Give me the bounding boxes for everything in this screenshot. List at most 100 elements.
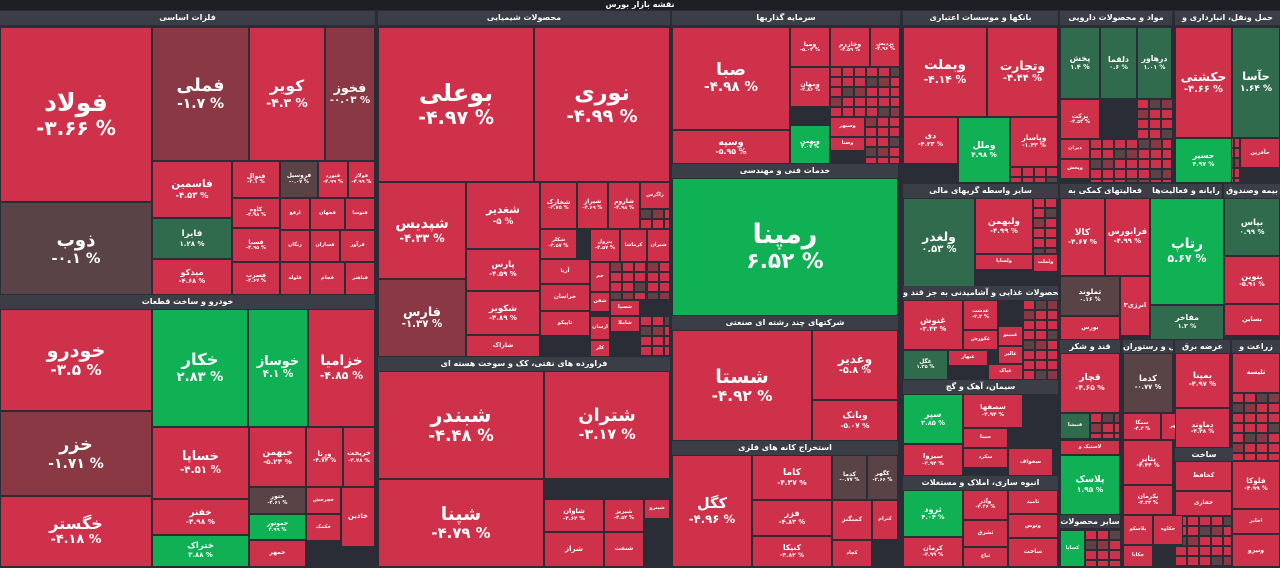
micro-tile[interactable] (1137, 109, 1149, 119)
micro-tile[interactable] (830, 67, 842, 77)
micro-tile[interactable] (1090, 179, 1102, 183)
micro-tile[interactable] (664, 219, 670, 229)
micro-tile[interactable] (1244, 453, 1256, 461)
micro-tile[interactable] (652, 336, 664, 346)
stock-tile[interactable]: بورس (1060, 316, 1120, 340)
micro-tile[interactable] (1109, 540, 1121, 550)
micro-tile[interactable] (890, 87, 900, 97)
stock-tile[interactable]: کساپا (1060, 530, 1085, 567)
micro-tile[interactable] (1161, 129, 1173, 139)
micro-tile[interactable] (1187, 536, 1199, 546)
stock-tile[interactable]: شپترو (644, 499, 670, 519)
micro-tile[interactable] (866, 67, 878, 77)
micro-tile[interactable] (1162, 159, 1172, 169)
micro-tile[interactable] (842, 107, 854, 117)
micro-tile[interactable] (1047, 310, 1058, 320)
micro-tile[interactable] (1187, 516, 1199, 526)
micro-tile[interactable] (646, 262, 648, 272)
sector-header[interactable]: سیمان، آهک و گچ (903, 380, 1058, 394)
micro-tile[interactable] (1126, 169, 1138, 179)
micro-tile[interactable] (1234, 148, 1240, 158)
micro-tile[interactable] (890, 77, 900, 87)
sector-header[interactable]: عرضه برق (1175, 340, 1230, 353)
stock-tile[interactable]: ولملت (1033, 254, 1058, 272)
micro-tile[interactable] (830, 107, 842, 117)
stock-tile[interactable]: کنیکا -۴.۸۲ % (752, 536, 832, 567)
micro-tile[interactable] (890, 107, 900, 117)
micro-tile[interactable] (1268, 413, 1280, 423)
micro-tile[interactable] (842, 87, 854, 97)
micro-tile[interactable] (866, 77, 878, 87)
micro-tile[interactable] (1137, 99, 1149, 109)
micro-tile[interactable] (622, 282, 634, 292)
micro-tile[interactable] (622, 272, 634, 282)
stock-tile[interactable]: وبهمن ۲.۰۷ % (790, 125, 830, 164)
micro-tile[interactable] (1199, 516, 1211, 526)
stock-tile[interactable]: بمپنا -۴.۹۷ % (1175, 353, 1230, 408)
micro-tile[interactable] (1090, 433, 1102, 439)
stock-tile[interactable]: فجام (310, 262, 345, 295)
stock-tile[interactable]: وآذر -۴.۴۶ % (963, 490, 1008, 520)
micro-tile[interactable] (1057, 208, 1059, 218)
micro-tile[interactable] (1138, 139, 1150, 149)
micro-tile[interactable] (1102, 413, 1114, 423)
micro-tile[interactable] (1035, 310, 1047, 320)
stock-tile[interactable]: شسپا (610, 300, 640, 316)
micro-tile[interactable] (1097, 530, 1109, 540)
stock-tile[interactable]: غدشت -۳.۲ % (963, 300, 998, 330)
stock-tile[interactable]: ارسان (590, 316, 610, 340)
micro-tile[interactable] (647, 272, 659, 282)
micro-tile[interactable] (659, 292, 670, 300)
stock-tile[interactable]: ونیرو (1232, 534, 1280, 567)
micro-tile[interactable] (1035, 300, 1047, 310)
stock-tile[interactable]: فاسمین -۴.۵۳ % (152, 161, 232, 218)
stock-tile[interactable]: خمهر (249, 540, 306, 567)
micro-tile[interactable] (1033, 228, 1045, 238)
sector-header[interactable]: فعالیتهای کمکی به (1060, 184, 1150, 198)
stock-tile[interactable]: انرژی۳ (1120, 276, 1150, 336)
stock-tile[interactable]: حکشتی -۴.۶۶ % (1175, 27, 1232, 138)
micro-tile[interactable] (1085, 530, 1097, 540)
micro-tile[interactable] (1199, 526, 1211, 536)
stock-tile[interactable]: شبریز -۴.۵۲ % (604, 499, 644, 532)
stock-tile[interactable]: کاما -۴.۳۷ % (752, 455, 832, 500)
micro-tile[interactable] (1022, 167, 1034, 177)
micro-tile[interactable] (890, 97, 900, 107)
micro-tile[interactable] (1126, 159, 1138, 169)
micro-tile[interactable] (1047, 320, 1058, 330)
sector-header[interactable]: سایر محصولات (1060, 515, 1120, 528)
stock-tile[interactable]: فسبا -۴.۹۵ % (232, 228, 280, 262)
stock-tile[interactable]: تلیسه (1232, 353, 1280, 393)
stock-tile[interactable]: قچار -۴.۶۵ % (1060, 353, 1120, 413)
micro-tile[interactable] (1150, 149, 1162, 159)
stock-tile[interactable]: لاستیک و (1060, 440, 1120, 455)
micro-tile[interactable] (865, 137, 877, 147)
micro-tile[interactable] (1047, 300, 1058, 310)
stock-tile[interactable]: خکار ۲.۸۳ % (152, 309, 248, 427)
micro-tile[interactable] (1023, 360, 1035, 370)
micro-tile[interactable] (1268, 403, 1280, 413)
micro-tile[interactable] (889, 127, 900, 137)
stock-tile[interactable]: کمنگنز (832, 500, 872, 540)
stock-tile[interactable]: خاذین (341, 487, 375, 547)
micro-tile[interactable] (1102, 139, 1114, 149)
micro-tile[interactable] (878, 107, 890, 117)
micro-tile[interactable] (854, 107, 866, 117)
stock-tile[interactable]: فلوله (280, 262, 310, 295)
micro-tile[interactable] (889, 117, 900, 127)
stock-tile[interactable]: شبندر -۴.۴۸ % (378, 371, 544, 479)
stock-tile[interactable]: خکمک (306, 514, 341, 541)
micro-tile[interactable] (659, 282, 670, 292)
micro-tile[interactable] (1187, 546, 1199, 556)
sector-header[interactable]: حمل ونقل، انبارداری و (1175, 11, 1280, 25)
micro-tile[interactable] (1232, 453, 1244, 461)
stock-tile[interactable]: غپاک (988, 364, 1023, 380)
stock-tile[interactable]: وصنا (830, 137, 865, 151)
micro-tile[interactable] (1149, 119, 1161, 129)
stock-tile[interactable]: خبهمن -۵.۲۴ % (249, 427, 306, 487)
micro-tile[interactable] (830, 77, 842, 87)
micro-tile[interactable] (622, 262, 634, 272)
micro-tile[interactable] (1090, 149, 1102, 159)
stock-tile[interactable]: خفنر -۴.۹۸ % (152, 499, 249, 535)
stock-tile[interactable]: فایرا ۱.۲۸ % (152, 218, 232, 259)
